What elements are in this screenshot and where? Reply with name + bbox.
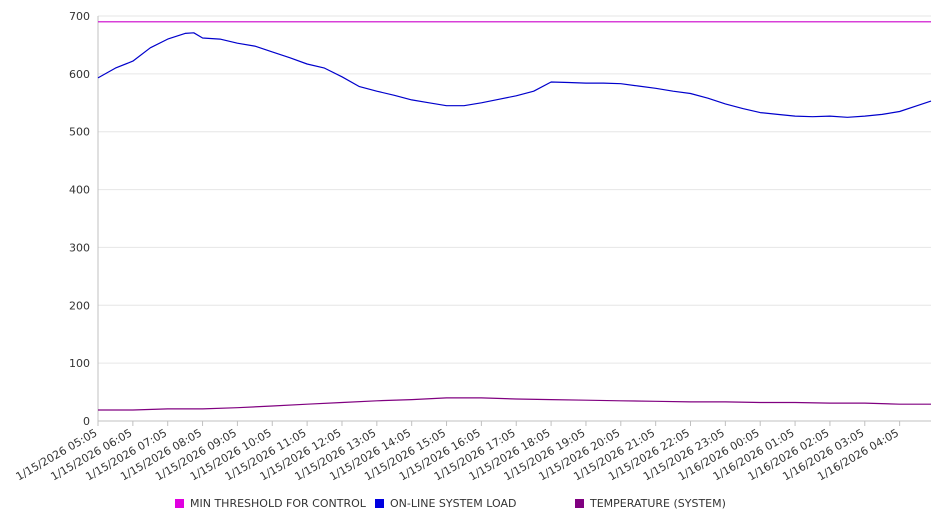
y-tick-label: 100 bbox=[69, 357, 90, 370]
legend-label: MIN THRESHOLD FOR CONTROL bbox=[190, 497, 366, 510]
y-tick-label: 500 bbox=[69, 126, 90, 139]
y-tick-label: 600 bbox=[69, 68, 90, 81]
legend-item-min-threshold[interactable]: MIN THRESHOLD FOR CONTROL bbox=[175, 497, 366, 510]
legend-item-system-load[interactable]: ON-LINE SYSTEM LOAD bbox=[375, 497, 516, 510]
legend-swatch bbox=[375, 499, 384, 508]
legend-label: ON-LINE SYSTEM LOAD bbox=[390, 497, 517, 510]
y-tick-label: 700 bbox=[69, 10, 90, 23]
y-tick-label: 400 bbox=[69, 184, 90, 197]
legend: MIN THRESHOLD FOR CONTROL ON-LINE SYSTEM… bbox=[0, 497, 946, 515]
y-tick-label: 0 bbox=[83, 415, 90, 428]
grid-lines bbox=[98, 15, 931, 422]
series-line-2 bbox=[98, 397, 931, 411]
y-tick-label: 200 bbox=[69, 299, 90, 312]
legend-swatch bbox=[175, 499, 184, 508]
axes bbox=[97, 16, 931, 426]
legend-label: TEMPERATURE (SYSTEM) bbox=[590, 497, 726, 510]
legend-swatch bbox=[575, 499, 584, 508]
y-axis-tick-labels: 0 100 200 300 400 500 600 700 bbox=[69, 10, 90, 428]
legend-item-temperature[interactable]: TEMPERATURE (SYSTEM) bbox=[575, 497, 726, 510]
y-tick-label: 300 bbox=[69, 241, 90, 254]
series-lines bbox=[97, 21, 932, 411]
x-axis-tick-labels: 1/15/2026 05:051/15/2026 06:051/15/2026 … bbox=[14, 426, 901, 483]
series-line-1 bbox=[97, 32, 932, 118]
